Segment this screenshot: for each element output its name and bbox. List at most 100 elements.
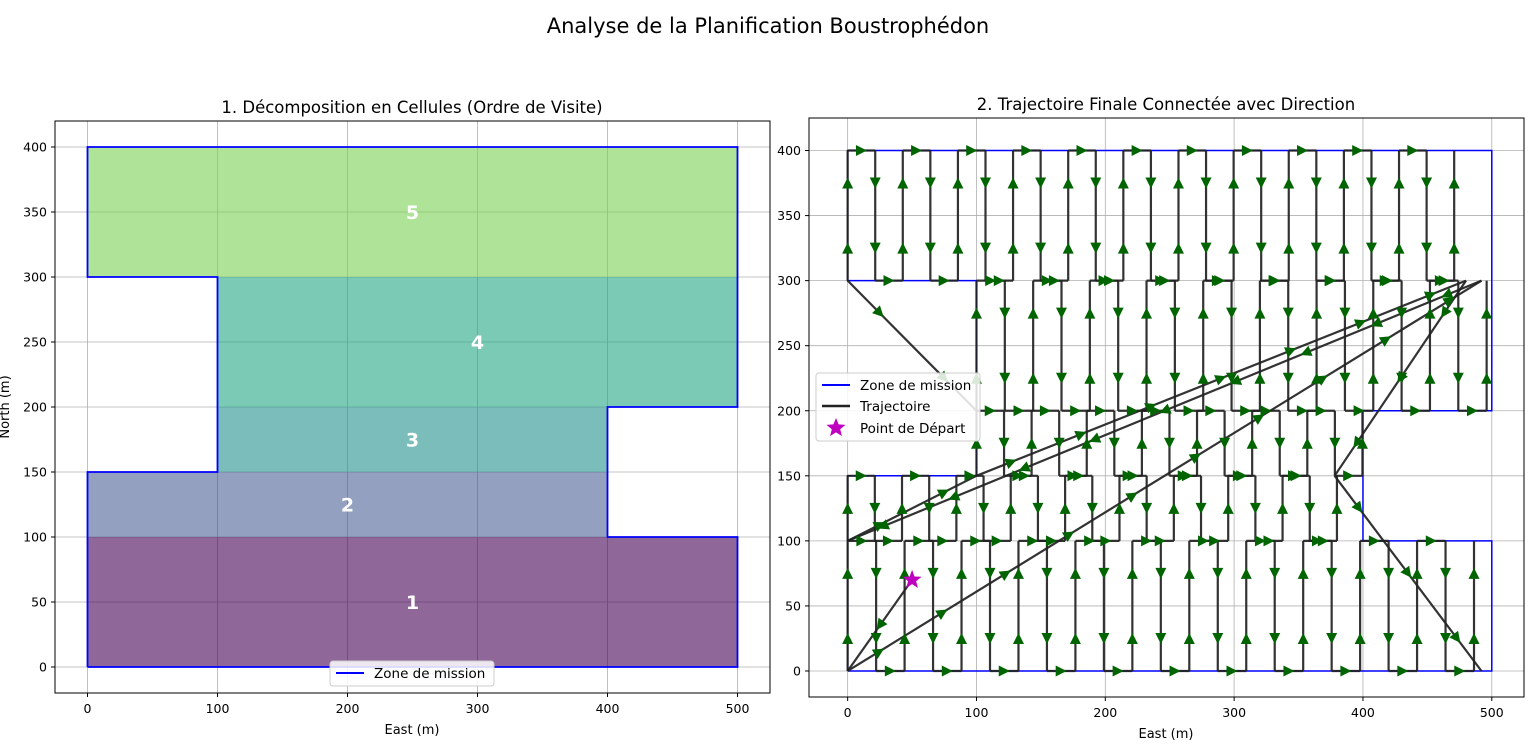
direction-arrow xyxy=(1368,535,1380,547)
direction-arrow xyxy=(1411,567,1423,579)
y-tick-label: 300 xyxy=(23,270,47,285)
direction-arrow xyxy=(1089,432,1102,443)
direction-arrow xyxy=(1027,372,1039,384)
panel-cell-decomposition: 1. Décomposition en Cellules (Ordre de V… xyxy=(0,98,771,738)
direction-arrow xyxy=(1317,535,1329,547)
direction-arrow xyxy=(856,535,868,547)
direction-arrow xyxy=(1112,372,1124,384)
panel1-ylabel: North (m) xyxy=(0,375,13,438)
direction-arrow xyxy=(1095,405,1107,417)
direction-arrow xyxy=(1423,291,1437,302)
direction-arrow xyxy=(1424,307,1436,319)
direction-arrow xyxy=(1339,372,1351,384)
direction-arrow xyxy=(1232,470,1244,482)
start-star-icon xyxy=(902,569,922,588)
cell-3 xyxy=(217,407,608,472)
cell-4 xyxy=(217,277,738,407)
direction-arrow xyxy=(1393,242,1405,254)
direction-arrow xyxy=(1407,145,1419,157)
direction-arrow xyxy=(1315,375,1328,386)
y-tick-label: 300 xyxy=(777,273,801,288)
panel1-cells: 1 2 3 4 5 xyxy=(87,147,738,667)
direction-arrow xyxy=(1383,632,1395,644)
direction-arrow xyxy=(1195,502,1207,514)
direction-arrow xyxy=(1249,502,1261,514)
direction-arrow xyxy=(937,535,949,547)
direction-arrow xyxy=(1183,567,1195,579)
direction-arrow xyxy=(1212,632,1224,644)
cell-label-2: 2 xyxy=(341,495,354,517)
direction-arrow xyxy=(870,632,882,644)
direction-arrow xyxy=(897,242,909,254)
direction-arrow xyxy=(1012,470,1024,482)
direction-arrow xyxy=(884,665,896,677)
direction-arrow xyxy=(1246,437,1258,449)
direction-arrow xyxy=(1468,567,1480,579)
y-tick-label: 50 xyxy=(31,595,47,610)
panel2-frame xyxy=(808,117,1525,698)
direction-arrow xyxy=(1027,307,1039,319)
y-tick-label: 250 xyxy=(23,335,47,350)
direction-arrow xyxy=(1354,632,1366,644)
direction-arrow xyxy=(872,522,885,532)
direction-arrow xyxy=(1004,458,1017,470)
direction-arrow xyxy=(913,535,925,547)
direction-arrow xyxy=(1240,405,1252,417)
y-tick-label: 50 xyxy=(785,598,801,613)
direction-arrow xyxy=(1282,307,1294,319)
direction-arrow xyxy=(869,177,881,189)
direction-arrow xyxy=(927,632,939,644)
direction-arrow xyxy=(911,145,923,157)
x-tick-label: 500 xyxy=(726,701,750,716)
direction-arrow xyxy=(1141,307,1153,319)
direction-arrow xyxy=(1125,492,1138,503)
direction-arrow xyxy=(1421,177,1433,189)
direction-arrow xyxy=(1032,502,1044,514)
direction-arrow xyxy=(1098,632,1110,644)
direction-arrow xyxy=(998,437,1010,449)
panel1-legend-label: Zone de mission xyxy=(374,666,485,682)
direction-arrow xyxy=(883,275,895,287)
direction-arrow xyxy=(938,275,950,287)
direction-arrow xyxy=(985,275,997,287)
direction-arrow xyxy=(1339,307,1351,319)
direction-arrow xyxy=(1141,502,1153,514)
direction-arrow xyxy=(870,567,882,579)
direction-arrow xyxy=(1297,632,1309,644)
direction-arrow xyxy=(1122,470,1134,482)
direction-arrow xyxy=(1205,405,1217,417)
cell-label-1: 1 xyxy=(406,592,419,614)
direction-arrow xyxy=(1274,437,1286,449)
y-tick-label: 400 xyxy=(777,143,801,158)
direction-arrow xyxy=(1288,470,1300,482)
direction-arrow xyxy=(1053,437,1065,449)
panel2-ticks: 0 100 200 300 400 500 0 50 100 150 200 250 300 350 400 xyxy=(777,143,1504,720)
direction-arrow xyxy=(1354,567,1366,579)
direction-arrow xyxy=(952,177,964,189)
direction-arrow xyxy=(1229,374,1243,385)
panel1-legend: Zone de mission xyxy=(329,660,495,687)
direction-arrow xyxy=(1159,275,1171,287)
direction-arrow xyxy=(842,567,854,579)
direction-arrow xyxy=(842,242,854,254)
direction-arrow xyxy=(1454,665,1466,677)
direction-arrow xyxy=(1338,177,1350,189)
direction-arrow xyxy=(1126,567,1138,579)
panel2-legend-label-zone: Zone de mission xyxy=(860,378,971,394)
panel2-title: 2. Trajectoire Finale Connectée avec Dir… xyxy=(977,95,1355,114)
direction-arrow xyxy=(1284,347,1297,358)
direction-arrow xyxy=(1186,145,1198,157)
direction-arrow xyxy=(941,665,953,677)
direction-arrow xyxy=(855,470,867,482)
direction-arrow xyxy=(855,145,867,157)
direction-arrow xyxy=(1283,242,1295,254)
direction-arrow xyxy=(1062,177,1074,189)
direction-arrow xyxy=(842,177,854,189)
direction-arrow xyxy=(1310,242,1322,254)
direction-arrow xyxy=(1226,372,1238,384)
direction-arrow xyxy=(1397,665,1409,677)
direction-arrow xyxy=(1353,435,1365,448)
x-tick-label: 0 xyxy=(844,705,852,720)
direction-arrow xyxy=(1222,502,1234,514)
direction-arrow xyxy=(1012,567,1024,579)
